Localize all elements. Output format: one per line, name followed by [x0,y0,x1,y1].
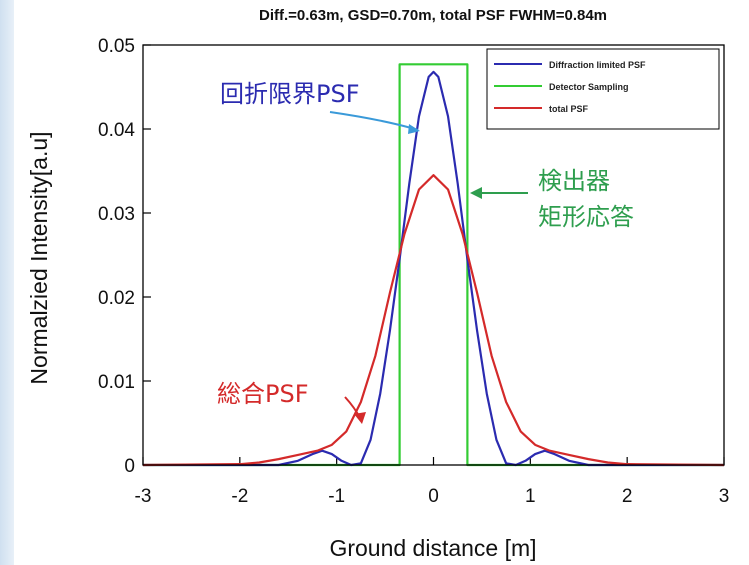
annotation-arrow-diffraction [329,111,419,131]
annotation-arrowhead-detector [470,187,482,199]
series-total-psf [142,174,725,467]
x-tick-label: -1 [328,486,345,507]
annotation-arrowhead-total [354,412,366,424]
plot-frame [142,44,725,466]
annotations: 回折限界PSF 検出器 矩形応答 総合PSF [217,80,634,424]
x-tick-label: 2 [622,486,633,507]
x-axis-label: Ground distance [m] [329,535,536,561]
annotation-detector-line2: 矩形応答 [538,203,634,231]
decorative-side-strip [0,0,14,565]
annotation-total: 総合PSF [217,380,309,408]
chart-title: Diff.=0.63m, GSD=0.70m, total PSF FWHM=0… [259,7,607,24]
y-tick-label: 0.05 [98,36,135,57]
y-tick-label: 0.04 [98,120,135,141]
y-axis-label: Normalzied Intensity[a.u] [26,131,52,384]
y-tick-labels: 0 0.01 0.02 0.03 0.04 0.05 [98,36,135,477]
y-tick-label: 0.02 [98,288,135,309]
legend-label-total: total PSF [549,104,589,114]
y-tick-label: 0.03 [98,204,135,225]
x-tick-labels: -3 -2 -1 0 1 2 3 [135,486,730,507]
annotation-diffraction: 回折限界PSF [220,80,360,108]
x-tick-label: 1 [525,486,536,507]
y-tick-label: 0.01 [98,372,135,393]
legend-label-diffraction: Diffraction limited PSF [549,60,646,70]
x-tick-label: -2 [231,486,248,507]
legend-label-detector: Detector Sampling [549,82,629,92]
x-tick-label: 0 [428,486,439,507]
legend: Diffraction limited PSF Detector Samplin… [486,48,720,130]
annotation-detector-line1: 検出器 [538,167,610,195]
series-diffraction-limited-psf [143,70,724,467]
legend-box [486,48,720,130]
annotation-arrowhead-diffraction [408,124,420,134]
y-tick-label: 0 [124,456,135,477]
x-tick-label: 3 [719,486,730,507]
x-tick-label: -3 [135,486,152,507]
